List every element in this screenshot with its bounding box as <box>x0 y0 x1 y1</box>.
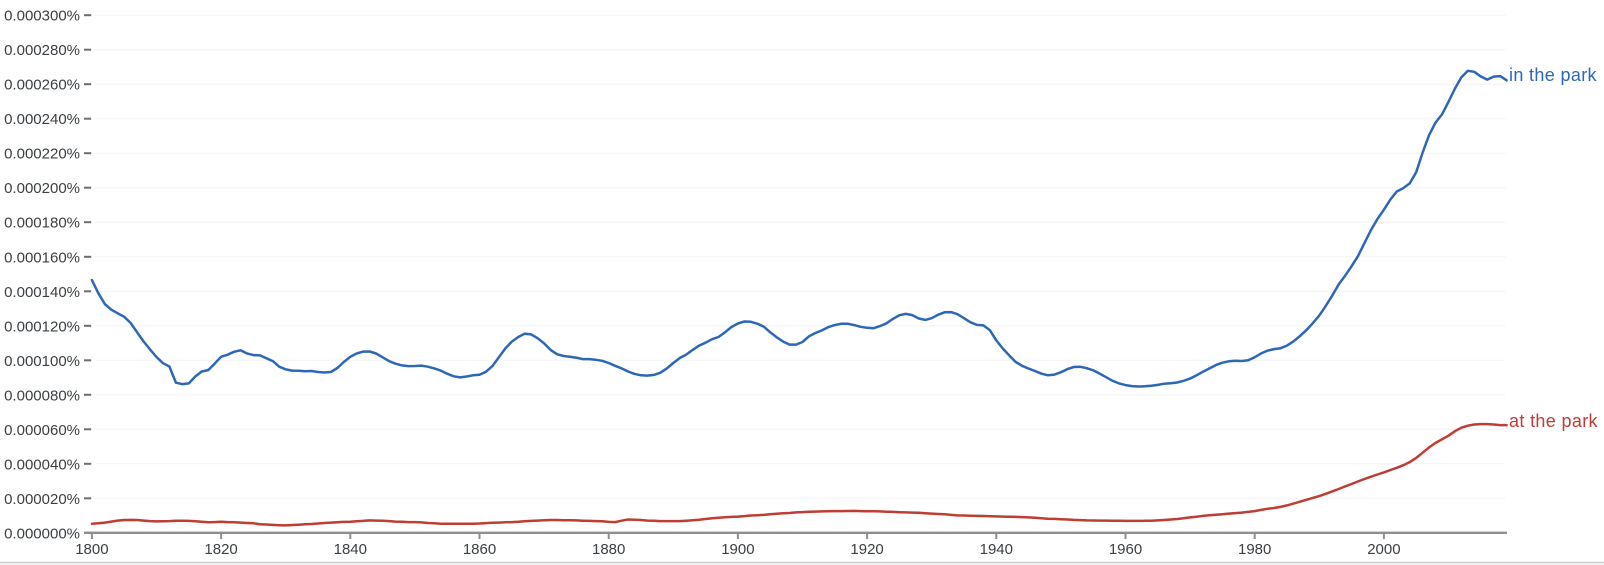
svg-text:0.000300%: 0.000300% <box>4 8 80 25</box>
svg-text:0.000280%: 0.000280% <box>4 42 80 59</box>
svg-text:1860: 1860 <box>463 541 496 558</box>
svg-text:0.000260%: 0.000260% <box>4 77 80 94</box>
svg-text:0.000020%: 0.000020% <box>4 491 80 508</box>
svg-text:0.000160%: 0.000160% <box>4 249 80 266</box>
svg-text:0.000100%: 0.000100% <box>4 353 80 370</box>
svg-text:1880: 1880 <box>592 541 625 558</box>
svg-text:0.000220%: 0.000220% <box>4 146 80 163</box>
svg-text:1940: 1940 <box>980 541 1013 558</box>
svg-text:at the park: at the park <box>1509 411 1599 431</box>
svg-text:0.000180%: 0.000180% <box>4 215 80 232</box>
svg-text:1980: 1980 <box>1238 541 1271 558</box>
svg-text:0.000060%: 0.000060% <box>4 422 80 439</box>
svg-text:1960: 1960 <box>1109 541 1142 558</box>
svg-text:0.000240%: 0.000240% <box>4 111 80 128</box>
svg-text:0.000000%: 0.000000% <box>4 525 80 542</box>
svg-text:0.000120%: 0.000120% <box>4 318 80 335</box>
svg-text:in the park: in the park <box>1509 65 1598 85</box>
svg-text:2000: 2000 <box>1367 541 1400 558</box>
svg-text:1800: 1800 <box>75 541 108 558</box>
svg-text:1900: 1900 <box>721 541 754 558</box>
svg-text:1840: 1840 <box>334 541 367 558</box>
svg-text:1920: 1920 <box>850 541 883 558</box>
svg-text:1820: 1820 <box>204 541 237 558</box>
svg-text:0.000080%: 0.000080% <box>4 387 80 404</box>
svg-text:0.000040%: 0.000040% <box>4 456 80 473</box>
svg-text:0.000200%: 0.000200% <box>4 180 80 197</box>
svg-text:0.000140%: 0.000140% <box>4 284 80 301</box>
